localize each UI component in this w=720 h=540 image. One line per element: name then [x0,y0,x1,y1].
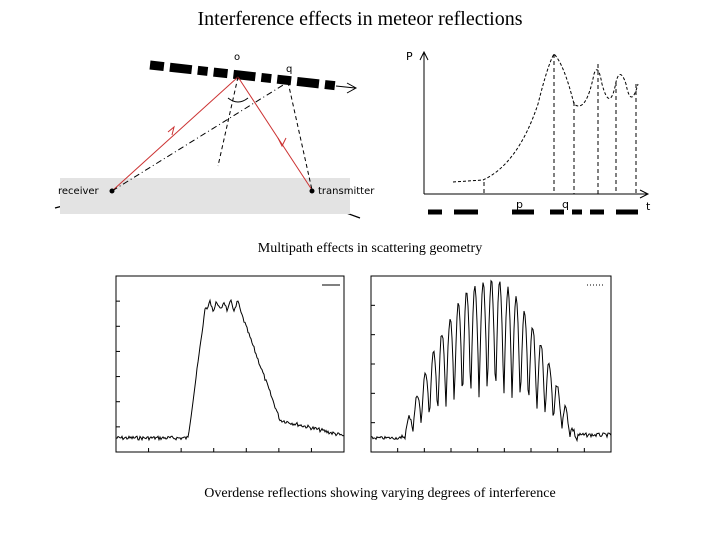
x-axis-arrow [639,189,650,199]
transmitter-label: transmitter [318,186,375,197]
meteor-trail-extension [335,85,356,89]
geometry-caption: Multipath effects in scattering geometry [257,241,483,256]
marker-p-label: p [516,198,523,211]
receiver-station [109,188,115,194]
ray-q-to-transmitter [287,81,313,191]
plot-frame [115,275,345,453]
observed-echo-plot-left [115,275,345,453]
observed-echo-plot-right [370,275,612,453]
marker-q-label: q [562,198,569,211]
receiver-label: receiver [58,186,100,197]
point-q-label: q [286,64,292,75]
normal-line [217,76,239,167]
left-ticks [115,275,345,453]
ray-receiver-to-q [111,81,289,192]
x-axis-label: t [646,200,651,213]
transmitter-station [309,188,315,194]
echo-trace [115,298,345,442]
ray-arrow-2 [277,137,287,148]
point-o-label: o [234,52,240,63]
ray-o-to-transmitter [237,76,313,191]
y-axis-arrow [419,50,429,61]
terrain-hatching [60,178,350,214]
meteor-trail [149,60,339,91]
power-curve [452,53,639,183]
y-axis-label: P [406,50,413,63]
observed-caption: Overdense reflections showing varying de… [204,486,556,501]
echo-trace [370,279,612,443]
power-time-plot: P t p q [406,50,651,215]
angle-arc [227,97,249,103]
right-ticks [370,275,612,453]
ray-arrow-1 [167,125,175,136]
scattering-geometry-diagram: o q receiver transmitter [54,52,375,219]
slide-title: Interference effects in meteor reflectio… [197,8,523,30]
ray-receiver-to-o [111,76,239,192]
trail-direction-arrow [346,82,358,94]
